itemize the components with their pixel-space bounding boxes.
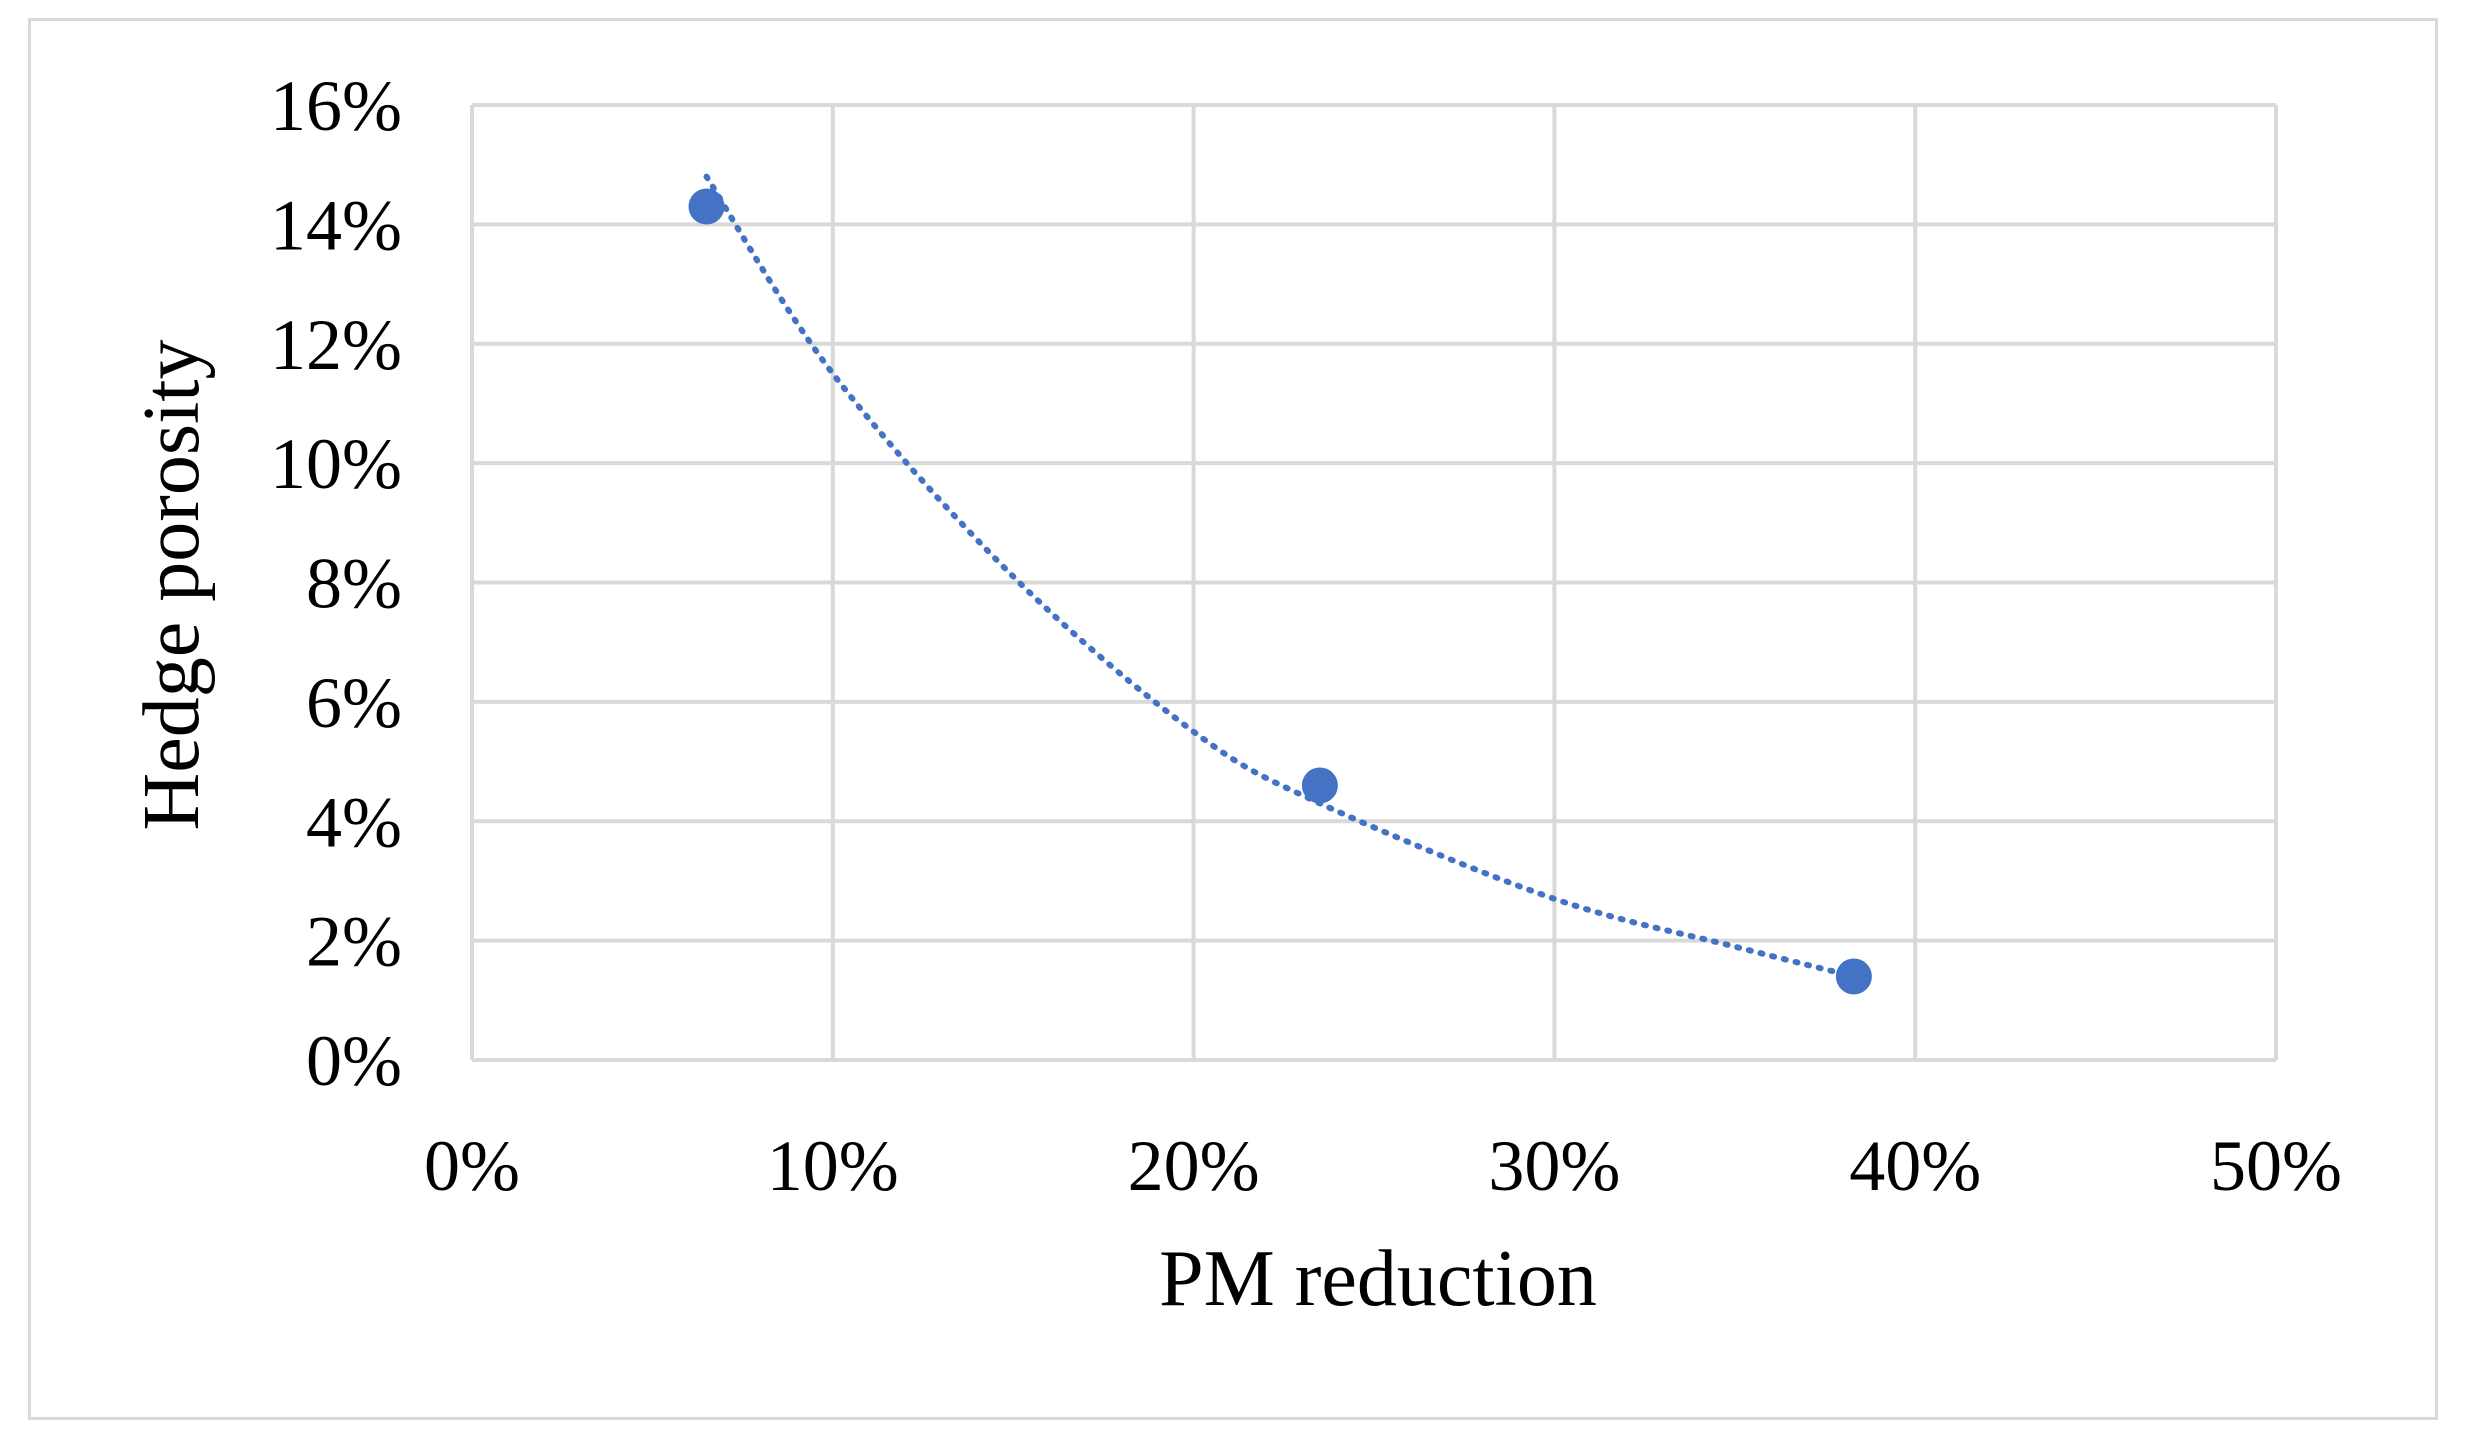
x-tick-label: 20% xyxy=(1128,1126,1260,1206)
x-tick-label: 50% xyxy=(2210,1126,2342,1206)
y-tick-label: 8% xyxy=(306,544,402,624)
x-axis-ticks: 0% 10% 20% 30% 40% 50% xyxy=(424,1126,2342,1206)
trendline xyxy=(703,173,1857,980)
y-tick-label: 14% xyxy=(270,185,402,265)
x-tick-label: 30% xyxy=(1488,1126,1620,1206)
data-point xyxy=(688,188,725,225)
x-axis-label: PM reduction xyxy=(1159,1235,1597,1323)
y-tick-label: 16% xyxy=(270,66,402,146)
x-tick-label: 0% xyxy=(424,1126,520,1206)
chart-frame xyxy=(28,18,2438,1420)
y-axis-ticks: 0% 2% 4% 6% 8% 10% 12% 14% 16% xyxy=(270,66,402,1101)
y-axis-label: Hedge porosity xyxy=(128,339,216,830)
y-tick-label: 0% xyxy=(306,1021,402,1101)
x-tick-label: 40% xyxy=(1849,1126,1981,1206)
x-tick-label: 10% xyxy=(767,1126,899,1206)
data-point xyxy=(1835,958,1872,995)
y-tick-label: 4% xyxy=(306,782,402,862)
data-point xyxy=(1301,767,1338,804)
y-tick-label: 12% xyxy=(270,305,402,385)
y-tick-label: 10% xyxy=(270,424,402,504)
y-tick-label: 2% xyxy=(306,902,402,982)
data-points xyxy=(688,188,1872,995)
y-tick-label: 6% xyxy=(306,663,402,743)
gridlines xyxy=(470,103,2278,1062)
